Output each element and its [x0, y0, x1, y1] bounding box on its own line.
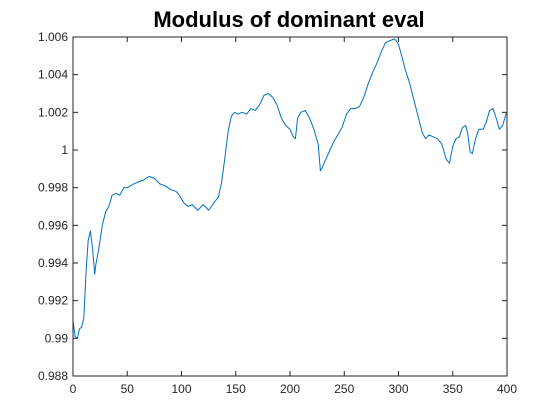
x-tick-label: 0 [70, 382, 77, 396]
x-tick-label: 150 [226, 382, 246, 396]
x-tick-label: 400 [497, 382, 517, 396]
y-tick-label: 0.998 [38, 181, 68, 195]
y-tick-label: 1.006 [38, 30, 68, 44]
chart-title: Modulus of dominant eval [153, 7, 424, 32]
x-tick-label: 200 [280, 382, 300, 396]
y-tick-label: 1 [61, 143, 68, 157]
series-line [72, 38, 508, 339]
y-tick-label: 0.99 [45, 331, 69, 345]
x-axis: 0 50 100 150 200 250 300 350 400 [70, 37, 517, 396]
y-axis: 0.988 0.99 0.992 0.994 0.996 0.998 1 1.002 1.004… [38, 30, 507, 383]
x-tick-label: 100 [171, 382, 191, 396]
x-tick-label: 300 [388, 382, 408, 396]
y-tick-label: 0.992 [38, 294, 68, 308]
y-tick-label: 1.002 [38, 105, 68, 119]
x-tick-label: 350 [443, 382, 463, 396]
y-tick-label: 0.996 [38, 218, 68, 232]
y-tick-label: 0.994 [38, 256, 68, 270]
plot-area [73, 37, 507, 376]
axes-box [72, 36, 508, 377]
x-tick-label: 250 [334, 382, 354, 396]
x-tick-label: 50 [121, 382, 135, 396]
y-tick-label: 1.004 [38, 68, 68, 82]
y-tick-label: 0.988 [38, 369, 68, 383]
